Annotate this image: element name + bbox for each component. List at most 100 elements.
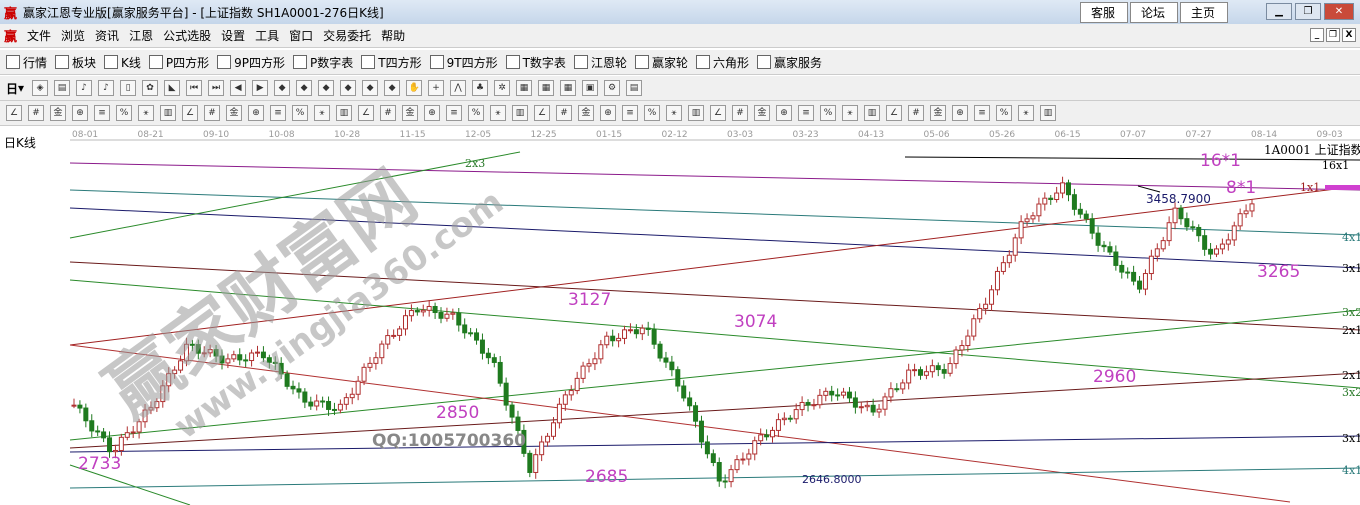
draw-tool-18-icon[interactable]: 金 bbox=[402, 105, 418, 121]
homepage-button[interactable]: 主页 bbox=[1180, 2, 1228, 23]
menu-settings[interactable]: 设置 bbox=[221, 29, 246, 43]
nav-tool-17-icon[interactable]: ✋ bbox=[406, 80, 423, 96]
draw-tool-17-icon[interactable]: # bbox=[380, 105, 396, 121]
nav-tool-8-icon[interactable]: ⏭ bbox=[208, 80, 225, 96]
draw-tool-37-icon[interactable]: % bbox=[820, 105, 836, 121]
draw-tool-7-icon[interactable]: ▥ bbox=[160, 105, 176, 121]
mdi-restore-button[interactable]: ❐ bbox=[1326, 28, 1340, 42]
draw-tool-4-icon[interactable]: ≡ bbox=[94, 105, 110, 121]
nav-tool-25-icon[interactable]: ▣ bbox=[582, 80, 599, 96]
nav-tool-15-icon[interactable]: ◆ bbox=[362, 80, 379, 96]
restore-button[interactable]: ❐ bbox=[1295, 3, 1321, 20]
nav-tool-21-icon[interactable]: ✲ bbox=[494, 80, 511, 96]
draw-tool-2-icon[interactable]: 金 bbox=[50, 105, 66, 121]
menu-file[interactable]: 文件 bbox=[27, 29, 52, 43]
draw-tool-33-icon[interactable]: # bbox=[732, 105, 748, 121]
draw-tool-11-icon[interactable]: ⊕ bbox=[248, 105, 264, 121]
draw-tool-27-icon[interactable]: ⊕ bbox=[600, 105, 616, 121]
minimize-button[interactable]: ▁ bbox=[1266, 3, 1292, 20]
draw-tool-42-icon[interactable]: 金 bbox=[930, 105, 946, 121]
draw-tool-36-icon[interactable]: ≡ bbox=[798, 105, 814, 121]
draw-tool-44-icon[interactable]: ≡ bbox=[974, 105, 990, 121]
draw-tool-5-icon[interactable]: % bbox=[116, 105, 132, 121]
draw-tool-38-icon[interactable]: ⚹ bbox=[842, 105, 858, 121]
draw-tool-8-icon[interactable]: ∠ bbox=[182, 105, 198, 121]
draw-tool-16-icon[interactable]: ∠ bbox=[358, 105, 374, 121]
draw-tool-1-icon[interactable]: # bbox=[28, 105, 44, 121]
draw-tool-31-icon[interactable]: ▥ bbox=[688, 105, 704, 121]
nav-tool-9-icon[interactable]: ◀ bbox=[230, 80, 247, 96]
toolbar-button-t9[interactable]: 9T四方形 bbox=[429, 54, 498, 71]
draw-tool-41-icon[interactable]: # bbox=[908, 105, 924, 121]
forum-button[interactable]: 论坛 bbox=[1130, 2, 1178, 23]
nav-tool-22-icon[interactable]: ▦ bbox=[516, 80, 533, 96]
nav-tool-27-icon[interactable]: ▤ bbox=[626, 80, 643, 96]
draw-tool-14-icon[interactable]: ⚹ bbox=[314, 105, 330, 121]
nav-tool-3-icon[interactable]: ♪ bbox=[98, 80, 115, 96]
toolbar-button-hexagon[interactable]: 六角形 bbox=[695, 54, 749, 71]
nav-tool-5-icon[interactable]: ✿ bbox=[142, 80, 159, 96]
menu-formula[interactable]: 公式选股 bbox=[163, 29, 212, 43]
menu-help[interactable]: 帮助 bbox=[381, 29, 406, 43]
draw-tool-30-icon[interactable]: ⚹ bbox=[666, 105, 682, 121]
close-button[interactable]: ✕ bbox=[1324, 3, 1354, 20]
draw-tool-15-icon[interactable]: ▥ bbox=[336, 105, 352, 121]
nav-tool-24-icon[interactable]: ▦ bbox=[560, 80, 577, 96]
toolbar-button-p9[interactable]: 9P四方形 bbox=[217, 54, 285, 71]
nav-tool-2-icon[interactable]: ♪ bbox=[76, 80, 93, 96]
mdi-minimize-button[interactable]: _ bbox=[1310, 28, 1324, 42]
nav-tool-18-icon[interactable]: + bbox=[428, 80, 445, 96]
draw-tool-22-icon[interactable]: ⚹ bbox=[490, 105, 506, 121]
draw-tool-24-icon[interactable]: ∠ bbox=[534, 105, 550, 121]
nav-tool-1-icon[interactable]: ▤ bbox=[54, 80, 71, 96]
draw-tool-9-icon[interactable]: # bbox=[204, 105, 220, 121]
nav-tool-20-icon[interactable]: ♣ bbox=[472, 80, 489, 96]
draw-tool-0-icon[interactable]: ∠ bbox=[6, 105, 22, 121]
draw-tool-47-icon[interactable]: ▥ bbox=[1040, 105, 1056, 121]
toolbar-button-dollar[interactable]: 赢家服务 bbox=[756, 54, 822, 71]
period-select[interactable]: 日 ▾ bbox=[6, 81, 25, 96]
nav-tool-13-icon[interactable]: ◆ bbox=[318, 80, 335, 96]
menu-trade[interactable]: 交易委托 bbox=[323, 29, 372, 43]
draw-tool-46-icon[interactable]: ⚹ bbox=[1018, 105, 1034, 121]
menu-tools[interactable]: 工具 bbox=[255, 29, 280, 43]
draw-tool-20-icon[interactable]: ≡ bbox=[446, 105, 462, 121]
draw-tool-19-icon[interactable]: ⊕ bbox=[424, 105, 440, 121]
nav-tool-6-icon[interactable]: ◣ bbox=[164, 80, 181, 96]
draw-tool-25-icon[interactable]: # bbox=[556, 105, 572, 121]
draw-tool-34-icon[interactable]: 金 bbox=[754, 105, 770, 121]
mdi-close-button[interactable]: X bbox=[1342, 28, 1356, 42]
draw-tool-40-icon[interactable]: ∠ bbox=[886, 105, 902, 121]
draw-tool-29-icon[interactable]: % bbox=[644, 105, 660, 121]
toolbar-button-kline[interactable]: K线 bbox=[104, 54, 141, 71]
nav-tool-23-icon[interactable]: ▦ bbox=[538, 80, 555, 96]
draw-tool-45-icon[interactable]: % bbox=[996, 105, 1012, 121]
nav-tool-19-icon[interactable]: ⋀ bbox=[450, 80, 467, 96]
draw-tool-3-icon[interactable]: ⊕ bbox=[72, 105, 88, 121]
menu-browse[interactable]: 浏览 bbox=[61, 29, 86, 43]
draw-tool-35-icon[interactable]: ⊕ bbox=[776, 105, 792, 121]
draw-tool-21-icon[interactable]: % bbox=[468, 105, 484, 121]
nav-tool-26-icon[interactable]: ⚙ bbox=[604, 80, 621, 96]
draw-tool-13-icon[interactable]: % bbox=[292, 105, 308, 121]
customer-service-button[interactable]: 客服 bbox=[1080, 2, 1128, 23]
toolbar-button-ps[interactable]: P四方形 bbox=[148, 54, 209, 71]
nav-tool-16-icon[interactable]: ◆ bbox=[384, 80, 401, 96]
nav-tool-14-icon[interactable]: ◆ bbox=[340, 80, 357, 96]
kline-chart[interactable]: 08-01 08-21 09-10 10-08 10-28 11-15 12-05 12-25… bbox=[0, 126, 1360, 505]
draw-tool-39-icon[interactable]: ▥ bbox=[864, 105, 880, 121]
draw-tool-23-icon[interactable]: ▥ bbox=[512, 105, 528, 121]
draw-tool-26-icon[interactable]: 金 bbox=[578, 105, 594, 121]
menu-gann[interactable]: 江恩 bbox=[129, 29, 154, 43]
menu-info[interactable]: 资讯 bbox=[95, 29, 120, 43]
nav-tool-10-icon[interactable]: ▶ bbox=[252, 80, 269, 96]
toolbar-button-tn[interactable]: T数字表 bbox=[505, 54, 566, 71]
toolbar-button-table[interactable]: 行情 bbox=[6, 54, 47, 71]
draw-tool-32-icon[interactable]: ∠ bbox=[710, 105, 726, 121]
draw-tool-12-icon[interactable]: ≡ bbox=[270, 105, 286, 121]
nav-tool-4-icon[interactable]: ▯ bbox=[120, 80, 137, 96]
draw-tool-28-icon[interactable]: ≡ bbox=[622, 105, 638, 121]
toolbar-button-pn[interactable]: P数字表 bbox=[293, 54, 353, 71]
toolbar-button-ts[interactable]: T四方形 bbox=[361, 54, 422, 71]
toolbar-button-gann-wheel[interactable]: 江恩轮 bbox=[573, 54, 627, 71]
